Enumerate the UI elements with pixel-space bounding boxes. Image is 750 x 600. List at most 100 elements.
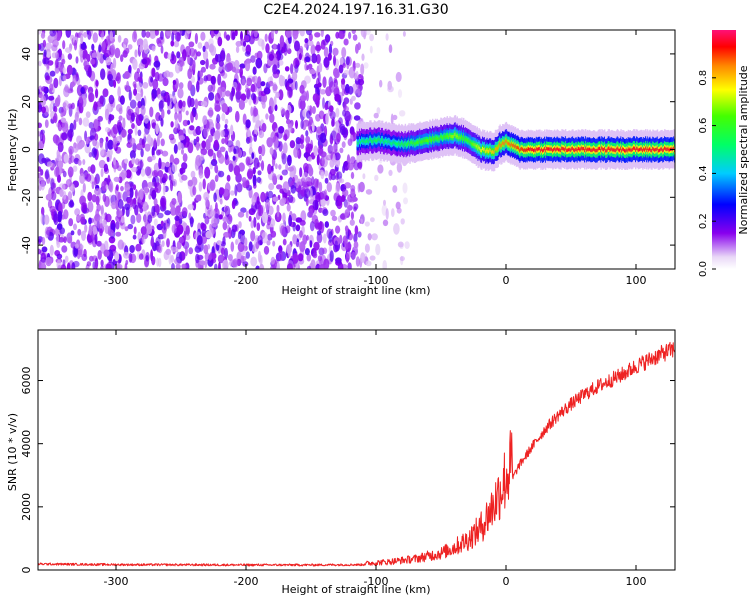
ridge-band xyxy=(479,146,481,151)
ridge-band xyxy=(400,143,402,147)
noise-speckle xyxy=(44,226,50,239)
noise-speckle xyxy=(62,170,67,178)
noise-speckle xyxy=(231,31,236,40)
noise-speckle xyxy=(168,174,172,181)
ridge-band xyxy=(591,148,593,152)
noise-speckle xyxy=(216,113,221,124)
ridge-band xyxy=(556,146,559,151)
noise-speckle xyxy=(173,157,180,165)
ridge-band xyxy=(422,140,424,144)
noise-speckle xyxy=(392,114,398,121)
noise-speckle xyxy=(183,230,187,242)
noise-speckle xyxy=(363,31,366,40)
x-tick-label: 100 xyxy=(626,274,647,287)
noise-speckle xyxy=(232,155,236,161)
noise-speckle xyxy=(57,160,64,170)
noise-speckle xyxy=(151,45,156,52)
noise-speckle xyxy=(41,237,46,245)
noise-speckle xyxy=(304,42,308,48)
noise-speckle xyxy=(348,66,356,79)
noise-speckle xyxy=(297,178,302,187)
noise-speckle xyxy=(342,62,347,69)
y-tick-label: 20 xyxy=(20,95,33,109)
ridge-band xyxy=(586,147,589,151)
noise-speckle xyxy=(276,184,283,190)
noise-speckle xyxy=(321,156,328,168)
noise-speckle xyxy=(93,101,98,111)
noise-speckle xyxy=(281,169,288,176)
ridge-band xyxy=(584,148,586,153)
noise-speckle xyxy=(213,152,216,163)
noise-speckle xyxy=(402,182,408,194)
noise-speckle xyxy=(224,124,228,129)
ridge-band xyxy=(635,148,637,152)
snr-y-ticks: 0 2000 4000 6000 xyxy=(20,367,675,574)
ridge-band xyxy=(363,139,366,143)
ridge-band xyxy=(616,146,619,150)
noise-speckle xyxy=(292,253,299,264)
noise-speckle xyxy=(158,157,162,170)
noise-speckle xyxy=(55,51,59,60)
noise-speckle xyxy=(78,95,83,104)
noise-speckle xyxy=(117,199,124,209)
noise-speckle xyxy=(128,64,132,73)
ridge-band xyxy=(658,149,660,153)
ridge-band xyxy=(384,139,387,143)
noise-speckle xyxy=(210,30,215,39)
noise-speckle xyxy=(100,68,106,80)
noise-speckle xyxy=(96,203,101,212)
ridge-band xyxy=(432,138,435,142)
ridge-band xyxy=(477,147,479,151)
ridge-band xyxy=(576,149,579,153)
ridge-band xyxy=(369,137,371,142)
ridge-band xyxy=(501,143,503,147)
noise-speckle xyxy=(104,108,110,121)
noise-speckle xyxy=(354,102,361,110)
noise-speckle xyxy=(220,247,225,256)
noise-speckle xyxy=(254,52,259,59)
noise-speckle xyxy=(156,257,160,267)
noise-speckle xyxy=(187,80,193,91)
noise-speckle xyxy=(245,87,252,93)
noise-speckle xyxy=(124,262,128,269)
noise-speckle xyxy=(160,90,167,97)
noise-speckle xyxy=(43,57,50,65)
ridge-band xyxy=(415,141,418,145)
ridge-band xyxy=(666,147,669,151)
noise-speckle xyxy=(202,115,208,125)
noise-speckle xyxy=(288,249,291,258)
noise-speckle xyxy=(285,30,292,38)
ridge-band xyxy=(398,141,400,145)
noise-speckle xyxy=(140,226,147,236)
noise-speckle xyxy=(202,178,206,190)
noise-speckle xyxy=(304,188,311,199)
x-tick-label: -300 xyxy=(104,575,129,588)
noise-speckle xyxy=(251,76,256,83)
noise-speckle xyxy=(330,145,336,153)
colorbar-label: Normalized spectral amplitude xyxy=(737,65,750,234)
noise-speckle xyxy=(128,252,133,263)
noise-speckle xyxy=(147,181,153,189)
noise-speckle xyxy=(365,260,372,267)
noise-speckle xyxy=(233,59,240,70)
noise-speckle xyxy=(80,87,85,94)
ridge-band xyxy=(515,146,518,150)
noise-speckle xyxy=(214,263,218,269)
noise-speckle xyxy=(153,138,157,149)
noise-speckle xyxy=(176,51,181,59)
noise-speckle xyxy=(132,31,138,43)
ridge-band xyxy=(432,136,434,140)
noise-speckle xyxy=(298,98,302,109)
ridge-band xyxy=(604,146,606,151)
noise-speckle xyxy=(245,156,251,166)
noise-speckle xyxy=(338,178,345,184)
noise-speckle xyxy=(147,214,153,224)
noise-speckle xyxy=(132,184,137,191)
noise-speckle xyxy=(198,181,203,192)
y-tick-label: 0 xyxy=(20,146,33,153)
noise-speckle xyxy=(181,148,184,155)
noise-speckle xyxy=(224,205,231,218)
noise-speckle xyxy=(213,139,219,149)
ridge-band xyxy=(537,147,539,151)
noise-speckle xyxy=(46,161,53,168)
